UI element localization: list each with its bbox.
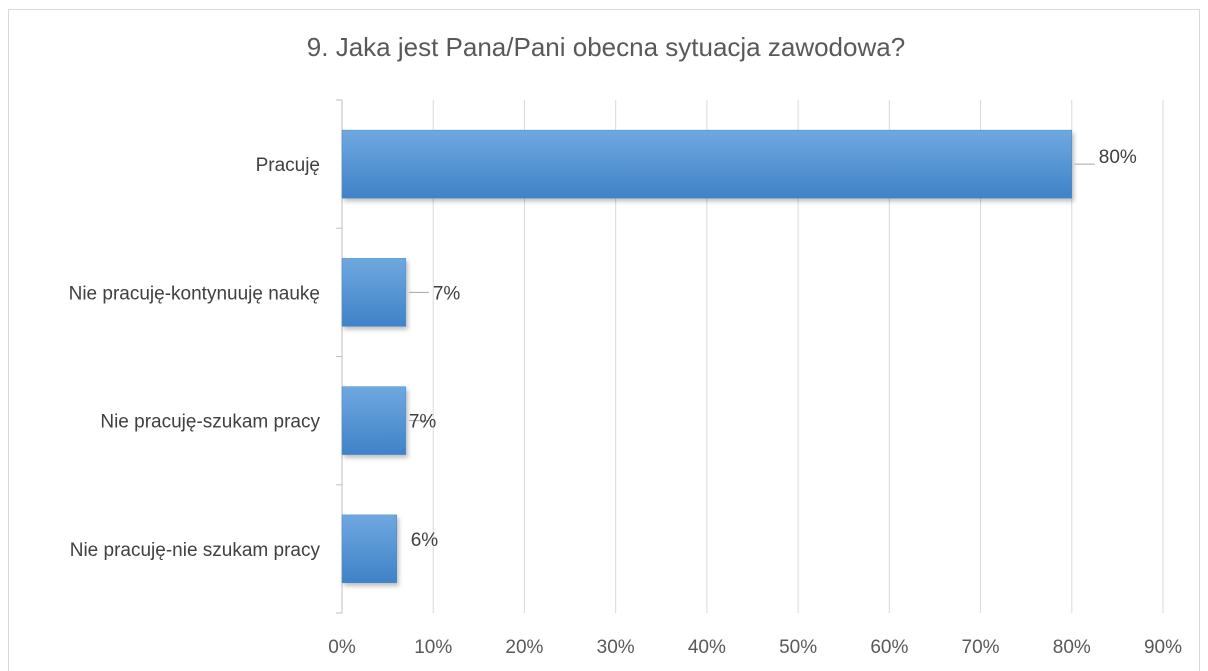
- category-label: Nie pracuję-nie szukam pracy: [70, 540, 321, 561]
- x-tick-label: 80%: [1053, 637, 1091, 658]
- chart-title: 9. Jaka jest Pana/Pani obecna sytuacja z…: [307, 32, 905, 62]
- x-tick-label: 60%: [870, 637, 908, 658]
- bar: [341, 258, 407, 327]
- category-labels: Pracuję Nie pracuję-kontynuuję naukę Nie p…: [69, 155, 321, 561]
- x-tick-labels: 0% 10% 20% 30% 40% 50% 60% 70% 80% 90%: [328, 637, 1182, 658]
- bar: [341, 386, 407, 455]
- chart-frame: [8, 9, 1200, 671]
- bar: [341, 514, 397, 584]
- data-label: 6%: [411, 530, 439, 551]
- x-tick-label: 0%: [328, 637, 356, 658]
- data-labels: 80% 7% 7% 6%: [408, 147, 1137, 551]
- x-tick-label: 20%: [505, 637, 543, 658]
- bars: [341, 129, 1073, 584]
- x-tick-label: 50%: [779, 637, 817, 658]
- data-label: 7%: [433, 283, 461, 304]
- category-label: Nie pracuję-szukam pracy: [100, 412, 320, 433]
- data-label: 7%: [409, 412, 437, 433]
- x-tick-label: 30%: [597, 637, 635, 658]
- bar: [341, 129, 1073, 199]
- category-label: Nie pracuję-kontynuuję naukę: [69, 283, 320, 304]
- x-tick-label: 70%: [962, 637, 1000, 658]
- x-tick-label: 40%: [688, 637, 726, 658]
- category-label: Pracuję: [256, 155, 320, 176]
- x-tick-label: 10%: [414, 637, 452, 658]
- x-tick-label: 90%: [1144, 637, 1182, 658]
- data-label: 80%: [1099, 147, 1137, 168]
